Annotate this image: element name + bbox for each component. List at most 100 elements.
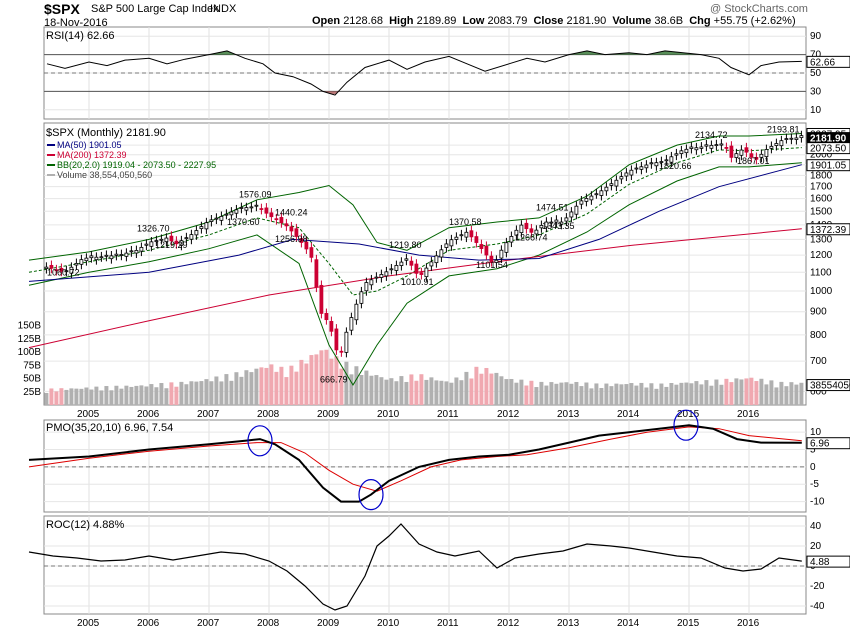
price-annotation: 1219.80 <box>389 240 422 250</box>
candle-body <box>744 147 749 153</box>
candle-body <box>274 218 279 221</box>
volume-bar <box>494 372 499 405</box>
volume-bar <box>249 372 254 405</box>
candle-body <box>634 167 639 170</box>
price-annotation: 1370.58 <box>449 217 482 227</box>
candle-body <box>414 263 419 274</box>
candle-body <box>89 255 94 259</box>
roc-tick-label: -40 <box>810 601 825 612</box>
price-tick-label: 700 <box>810 356 827 367</box>
volume-bar <box>564 382 569 405</box>
candle-body <box>599 190 604 196</box>
volume-bar <box>459 380 464 405</box>
volume-bar <box>414 380 419 405</box>
volume-bar <box>319 350 324 405</box>
price-annotation: 1440.24 <box>275 207 308 217</box>
candle-body <box>59 267 64 272</box>
candle-body <box>339 350 344 353</box>
low-label: Low <box>462 15 485 27</box>
volume-bar <box>164 388 169 405</box>
volume-bar <box>589 388 594 405</box>
candle-body <box>359 291 364 304</box>
volume-bar <box>49 388 54 405</box>
volume-bar <box>624 384 629 405</box>
candle-body <box>329 321 334 332</box>
candle-body <box>654 162 659 167</box>
volume-bar <box>554 383 559 405</box>
volume-bar <box>529 380 534 405</box>
candle-body <box>524 222 529 230</box>
roc-year-label: 2013 <box>557 618 580 629</box>
volume-bar <box>239 376 244 405</box>
date: 18-Nov-2016 <box>44 17 108 29</box>
candle-body <box>774 143 779 146</box>
roc-year-label: 2016 <box>737 618 760 629</box>
volume-bar <box>799 382 804 405</box>
volume-bar <box>709 385 714 405</box>
volume-bar <box>604 383 609 405</box>
candle-body <box>324 313 329 321</box>
price-tick-label: 1500 <box>810 206 833 217</box>
candle-body <box>764 149 769 158</box>
candle-body <box>284 223 289 227</box>
candle-body <box>684 148 689 154</box>
candle-body <box>304 241 309 250</box>
candle-body <box>44 266 49 269</box>
candle-body <box>79 259 84 265</box>
chg-label: Chg <box>689 15 711 27</box>
candle-body <box>509 236 514 243</box>
candle-body <box>364 282 369 292</box>
volume-bar <box>394 381 399 405</box>
candle-body <box>299 238 304 243</box>
price-annotation: 1010.91 <box>401 277 434 287</box>
candle-body <box>644 164 649 169</box>
price-annotation: 2193.81 <box>767 125 800 135</box>
ohlc-summary: Open 2128.68 High 2189.89 Low 2083.79 Cl… <box>312 15 796 27</box>
candle-body <box>659 161 664 163</box>
candle-body <box>664 159 669 162</box>
candle-body <box>529 228 534 233</box>
candle-body <box>734 153 739 159</box>
roc-year-label: 2014 <box>617 618 640 629</box>
volume-bar <box>324 349 329 405</box>
volume-bar <box>629 383 634 405</box>
pmo-line <box>28 424 802 503</box>
volume-bar <box>354 366 359 405</box>
price-annotation: 1326.70 <box>137 223 170 233</box>
volume-bar <box>714 379 719 405</box>
volume-bar <box>654 388 659 405</box>
volume-bar <box>719 384 724 405</box>
candle-body <box>794 137 799 140</box>
volume-bar <box>89 389 94 405</box>
volume-bar <box>469 378 474 405</box>
price-tag-4-text: 1372.39 <box>810 225 847 236</box>
high-label: High <box>389 15 414 27</box>
candle-body <box>159 238 164 241</box>
candle-body <box>144 243 149 246</box>
volume-bar <box>389 378 394 405</box>
pmo-tick-label: 5 <box>810 445 816 456</box>
candle-body <box>649 162 654 165</box>
volume-bar <box>599 388 604 405</box>
volume-bar <box>694 381 699 405</box>
candle-body <box>229 211 234 216</box>
volume-bar <box>484 367 489 405</box>
pmo-current-tag: 6.96 <box>806 437 850 450</box>
volume-bar <box>579 386 584 405</box>
candle-body <box>689 146 694 149</box>
candle-body <box>114 253 119 256</box>
candle-body <box>609 183 614 186</box>
candle-body <box>99 256 104 259</box>
candle-body <box>569 211 574 218</box>
volume-bar <box>109 390 114 405</box>
price-tag-2-box <box>806 142 850 155</box>
volume-bar <box>509 378 514 405</box>
volume-bar <box>444 381 449 405</box>
price-annotation: 2134.72 <box>695 130 728 140</box>
price-year-label: 2011 <box>437 409 459 420</box>
volume-bar <box>309 355 314 405</box>
candle-body <box>709 144 714 149</box>
roc-year-label: 2006 <box>137 618 160 629</box>
price-tick-label: 1100 <box>810 267 832 278</box>
